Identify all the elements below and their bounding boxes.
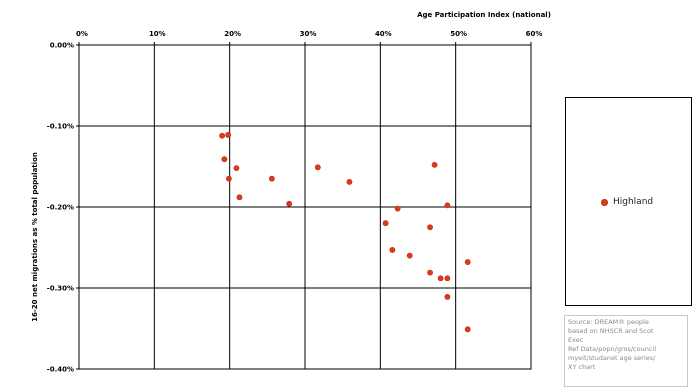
data-point bbox=[464, 259, 471, 265]
legend-label: Highland bbox=[613, 197, 654, 207]
y-tick-label: 0.00% bbox=[50, 42, 74, 50]
data-point bbox=[427, 224, 433, 231]
x-tick-label: 20% bbox=[224, 30, 241, 38]
y-axis-title: 16-20 net migrations as % total populati… bbox=[31, 152, 39, 322]
data-point bbox=[389, 247, 396, 253]
data-point bbox=[219, 132, 226, 139]
data-point bbox=[382, 220, 389, 227]
y-tick-label: -0.30% bbox=[47, 285, 74, 293]
source-note: Source: DREAM® people based on NHSCR and… bbox=[564, 315, 688, 387]
data-point bbox=[236, 194, 243, 201]
source-line-4: Ref Data/popn/gros/council bbox=[568, 345, 657, 353]
legend-marker bbox=[601, 198, 608, 206]
data-point bbox=[444, 275, 451, 282]
data-point bbox=[437, 275, 444, 282]
x-tick-label: 30% bbox=[300, 30, 317, 38]
data-point bbox=[444, 294, 451, 300]
y-tick-label: -0.40% bbox=[47, 366, 74, 374]
data-point bbox=[221, 156, 228, 163]
x-axis-title: Age Participation Index (national) bbox=[417, 11, 551, 19]
source-line-6: XY chart bbox=[568, 363, 596, 371]
data-point bbox=[233, 165, 240, 172]
data-point bbox=[427, 269, 433, 276]
source-line-5: myeit/studanet age series/ bbox=[568, 354, 656, 362]
data-point bbox=[406, 252, 413, 259]
plot-border bbox=[78, 44, 532, 370]
data-point bbox=[314, 164, 321, 171]
x-tick-label: 0% bbox=[76, 30, 88, 38]
data-point bbox=[444, 202, 451, 209]
data-point bbox=[394, 205, 401, 212]
data-point bbox=[286, 200, 293, 207]
data-point bbox=[225, 132, 232, 138]
legend-item-highland: Highland bbox=[601, 196, 653, 208]
x-tick-label: 60% bbox=[526, 30, 543, 38]
y-tick-label: -0.20% bbox=[47, 204, 74, 212]
data-point bbox=[431, 161, 438, 168]
y-tick-label: -0.10% bbox=[47, 123, 74, 131]
x-tick-label: 40% bbox=[375, 30, 392, 38]
source-line-3: Exec bbox=[568, 336, 584, 344]
data-point bbox=[464, 326, 471, 333]
x-tick-label: 50% bbox=[450, 30, 467, 38]
source-line-2: based on NHSCR and Scot bbox=[568, 327, 654, 335]
source-line-1: Source: DREAM® people bbox=[568, 318, 649, 326]
legend bbox=[565, 97, 692, 306]
data-point bbox=[268, 175, 275, 182]
data-point bbox=[226, 175, 232, 182]
data-point bbox=[346, 178, 353, 185]
x-tick-label: 10% bbox=[149, 30, 166, 38]
